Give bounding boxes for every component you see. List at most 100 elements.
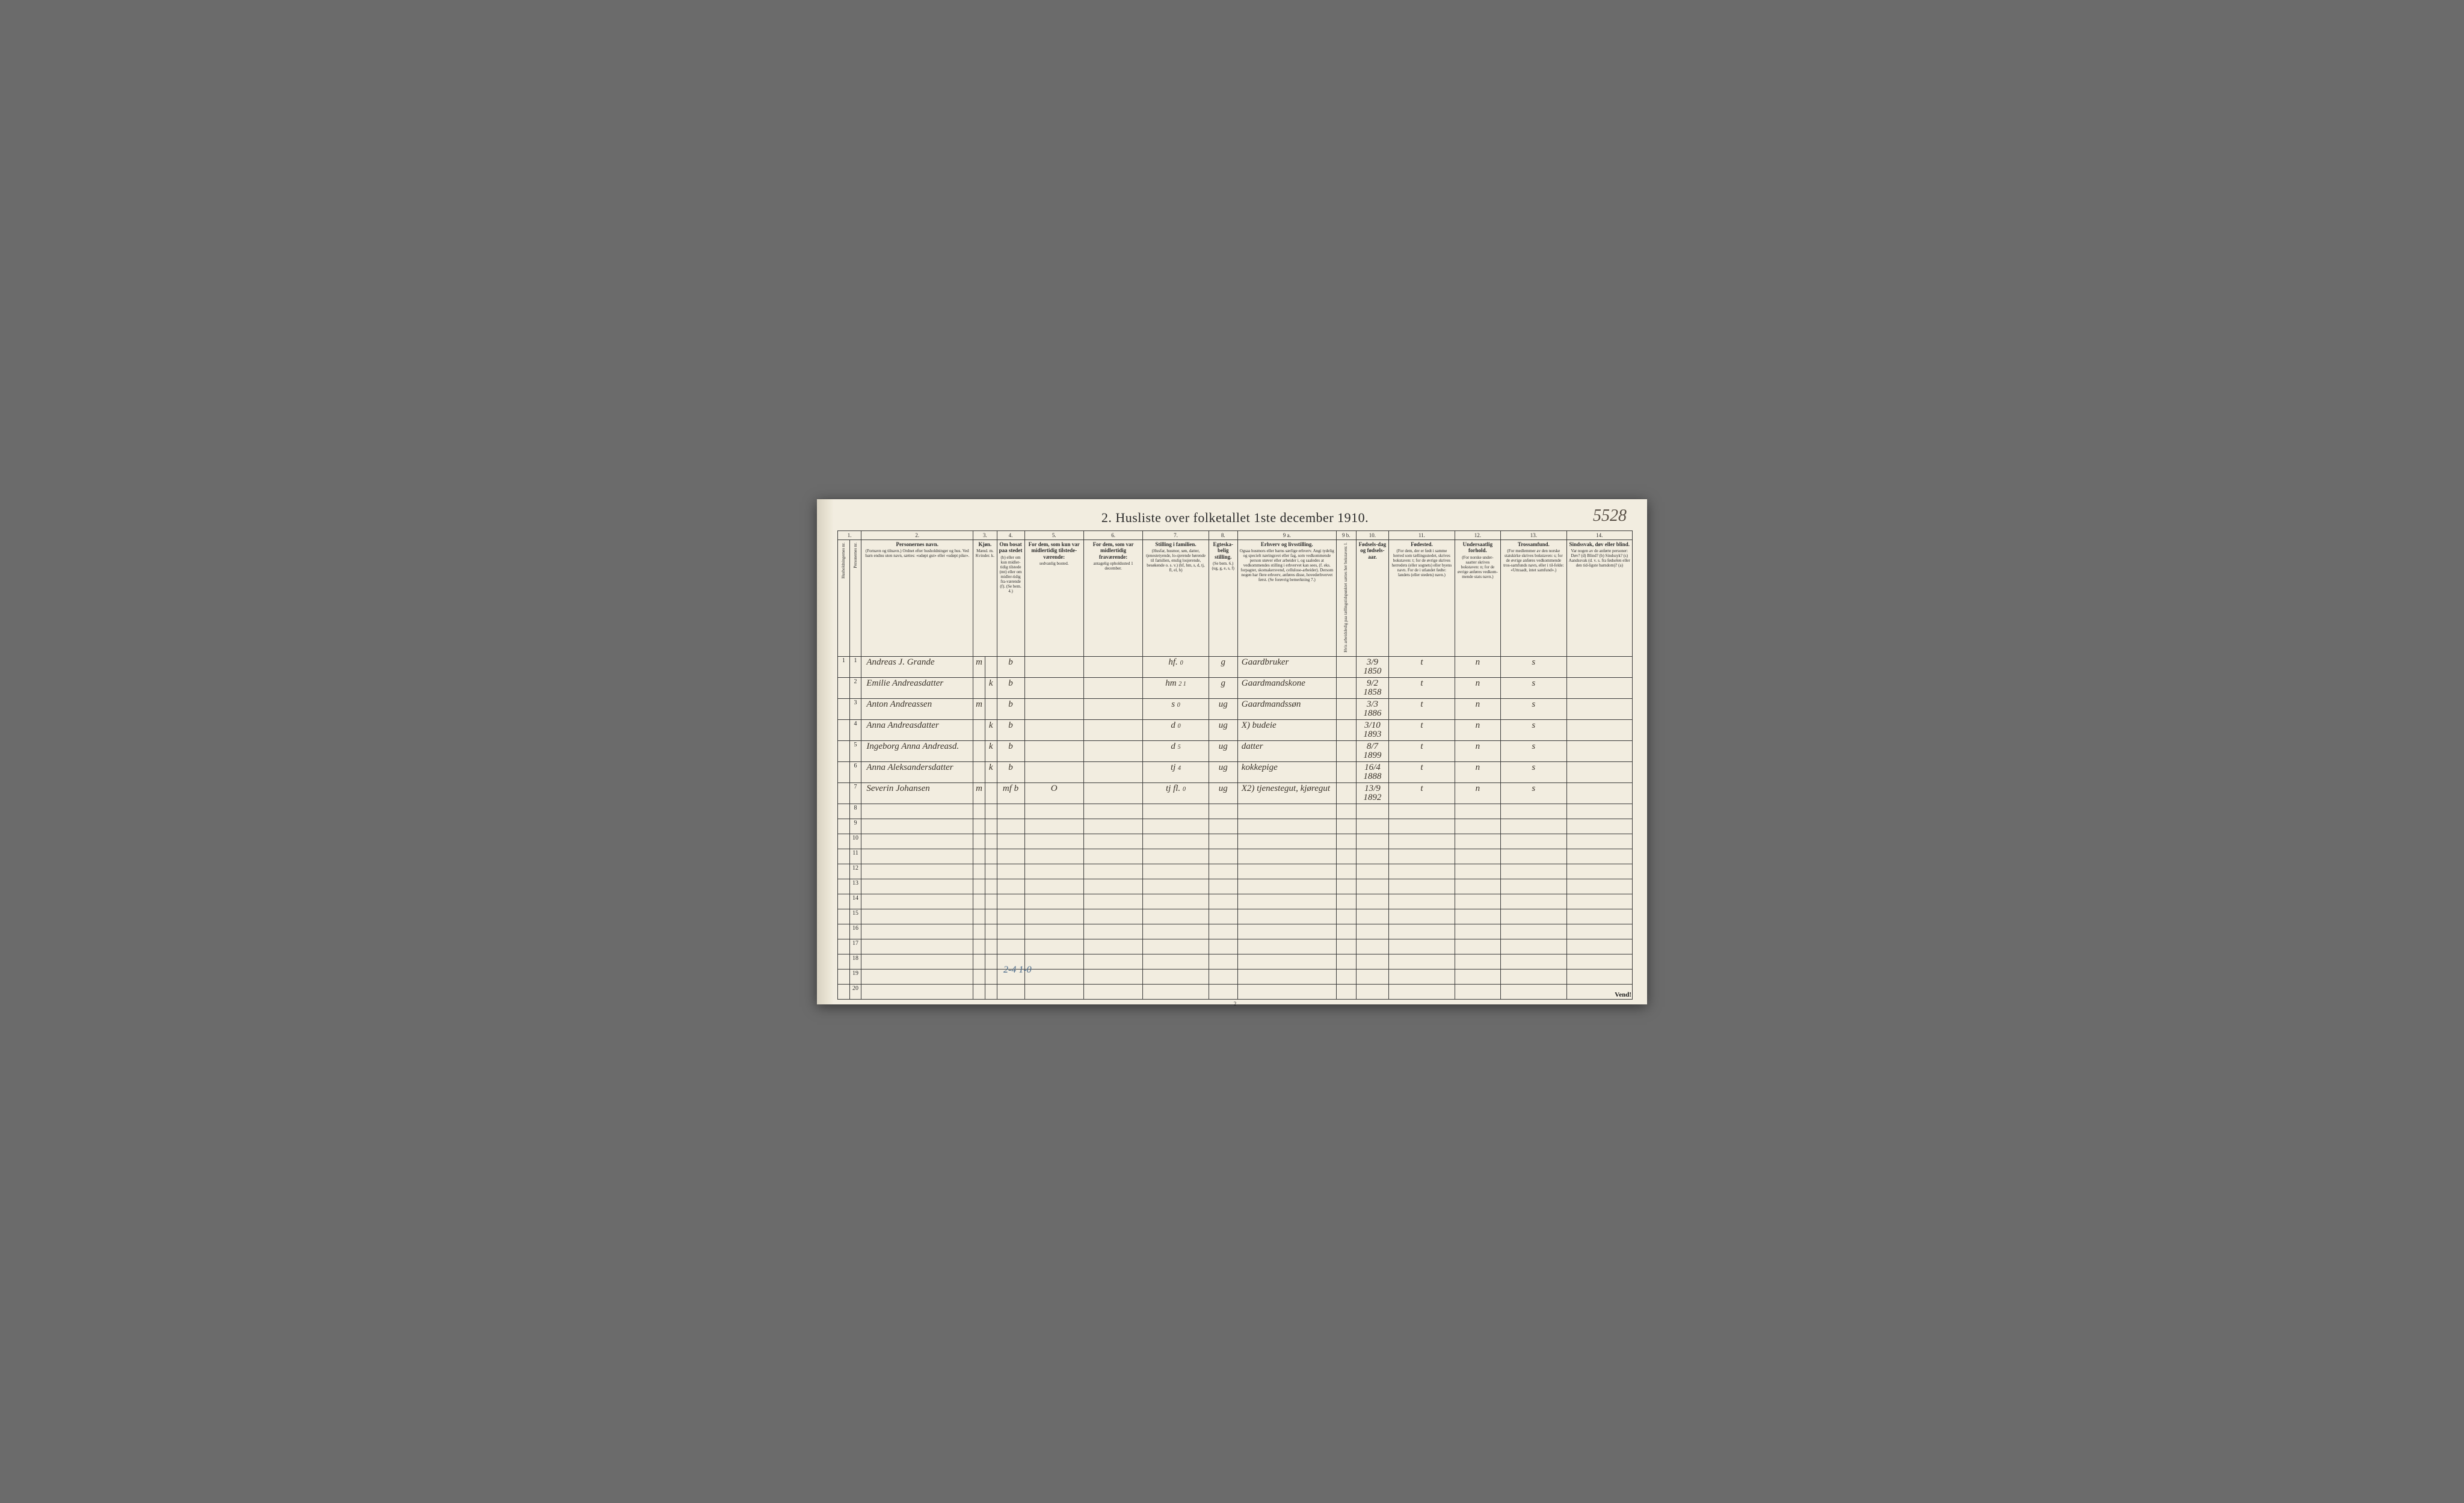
table-row: 3Anton Andreassenmbs 0ugGaardmandssøn3/3… <box>838 698 1633 719</box>
cell-family-position: d 0 <box>1143 719 1209 740</box>
cell-empty <box>1083 819 1142 834</box>
title-row: 2. Husliste over folketallet 1ste decemb… <box>837 510 1633 526</box>
cell-empty <box>985 984 997 999</box>
cell-person-no: 16 <box>849 924 861 939</box>
cell-occupation: Gaardmandssøn <box>1237 698 1336 719</box>
turn-over-label: Vend! <box>1615 991 1631 998</box>
cell-disability <box>1566 677 1633 698</box>
cell-empty <box>1143 879 1209 894</box>
cell-temp-absent <box>1083 677 1142 698</box>
table-body: 11Andreas J. Grandembhf. 0gGaardbruker3/… <box>838 656 1633 999</box>
cell-empty <box>1024 984 1083 999</box>
cell-household-no <box>838 969 850 984</box>
cell-religion: s <box>1501 782 1566 804</box>
cell-empty <box>1336 894 1356 909</box>
cell-empty <box>861 834 973 849</box>
cell-empty <box>861 954 973 969</box>
cell-nationality: n <box>1455 698 1501 719</box>
col-temp-absent: For dem, som var midlertidig fraværende:… <box>1083 539 1142 656</box>
footer-annotation: 2-4 1-0 <box>1003 965 1032 976</box>
cell-empty <box>985 864 997 879</box>
cell-empty <box>861 969 973 984</box>
cell-temp-present <box>1024 740 1083 761</box>
cell-household-no <box>838 698 850 719</box>
cell-empty <box>1336 909 1356 924</box>
cell-person-no: 6 <box>849 761 861 782</box>
col-residence: Om bosat paa stedet(b) eller om kun midl… <box>997 539 1024 656</box>
cell-residence: b <box>997 719 1024 740</box>
cell-empty <box>1336 804 1356 819</box>
cell-sex-k: k <box>985 761 997 782</box>
cell-empty <box>1356 969 1389 984</box>
cell-religion: s <box>1501 677 1566 698</box>
cell-residence: b <box>997 761 1024 782</box>
table-row-empty: 19 <box>838 969 1633 984</box>
cell-empty <box>1143 834 1209 849</box>
cell-empty <box>1336 954 1356 969</box>
cell-temp-present <box>1024 719 1083 740</box>
table-row-empty: 15 <box>838 909 1633 924</box>
colnum: 5. <box>1024 530 1083 539</box>
cell-empty <box>1336 939 1356 954</box>
cell-empty <box>1455 894 1501 909</box>
cell-empty <box>997 894 1024 909</box>
cell-name: Anna Andreasdatter <box>861 719 973 740</box>
cell-religion: s <box>1501 719 1566 740</box>
column-header-row: Husholdningernes nr. Personernes nr. Per… <box>838 539 1633 656</box>
cell-household-no <box>838 834 850 849</box>
cell-empty <box>1356 834 1389 849</box>
cell-person-no: 13 <box>849 879 861 894</box>
cell-household-no: 1 <box>838 656 850 677</box>
cell-empty <box>1024 894 1083 909</box>
cell-sex-m <box>973 677 985 698</box>
cell-empty <box>1237 819 1336 834</box>
cell-empty <box>1356 819 1389 834</box>
cell-empty <box>973 954 985 969</box>
cell-sex-m <box>973 719 985 740</box>
colnum: 9 a. <box>1237 530 1336 539</box>
cell-empty <box>1024 819 1083 834</box>
cell-marital: ug <box>1209 782 1237 804</box>
cell-person-no: 12 <box>849 864 861 879</box>
cell-empty <box>997 819 1024 834</box>
table-row-empty: 9 <box>838 819 1633 834</box>
table-row-empty: 14 <box>838 894 1633 909</box>
cell-sex-k <box>985 782 997 804</box>
col-birthdate: Fødsels-dag og fødsels-aar. <box>1356 539 1389 656</box>
cell-empty <box>997 834 1024 849</box>
cell-empty <box>985 909 997 924</box>
cell-nationality: n <box>1455 782 1501 804</box>
cell-empty <box>1143 819 1209 834</box>
cell-empty <box>1356 849 1389 864</box>
table-row-empty: 11 <box>838 849 1633 864</box>
cell-birthdate: 3/9 1850 <box>1356 656 1389 677</box>
table-row-empty: 17 <box>838 939 1633 954</box>
cell-empty <box>1566 819 1633 834</box>
colnum: 8. <box>1209 530 1237 539</box>
cell-empty <box>861 879 973 894</box>
cell-person-no: 9 <box>849 819 861 834</box>
cell-person-no: 8 <box>849 804 861 819</box>
cell-residence: b <box>997 698 1024 719</box>
cell-household-no <box>838 954 850 969</box>
cell-empty <box>1083 894 1142 909</box>
cell-household-no <box>838 819 850 834</box>
col-household-no: Husholdningernes nr. <box>838 539 850 656</box>
cell-empty <box>985 879 997 894</box>
cell-nationality: n <box>1455 677 1501 698</box>
cell-empty <box>1237 879 1336 894</box>
cell-empty <box>1209 969 1237 984</box>
cell-occupation: X) budeie <box>1237 719 1336 740</box>
cell-empty <box>1024 879 1083 894</box>
cell-person-no: 10 <box>849 834 861 849</box>
cell-empty <box>997 924 1024 939</box>
cell-empty <box>985 954 997 969</box>
cell-empty <box>1336 879 1356 894</box>
cell-marital: ug <box>1209 698 1237 719</box>
census-page: 2. Husliste over folketallet 1ste decemb… <box>817 499 1647 1004</box>
cell-empty <box>1566 924 1633 939</box>
cell-sex-k <box>985 698 997 719</box>
cell-birthplace: t <box>1389 698 1455 719</box>
cell-empty <box>1336 984 1356 999</box>
cell-empty <box>985 894 997 909</box>
